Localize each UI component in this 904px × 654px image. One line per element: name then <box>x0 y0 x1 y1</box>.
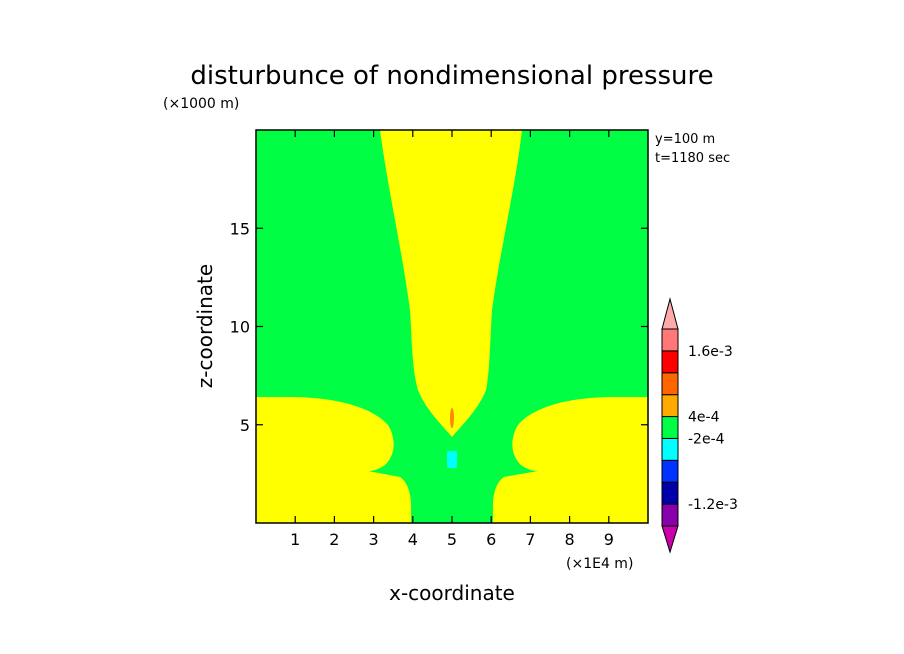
small-positive-spot <box>450 408 454 428</box>
x-unit-label: (×1E4 m) <box>566 556 633 572</box>
colorbar-swatch <box>661 350 679 374</box>
y-tick-label: 5 <box>240 416 250 435</box>
colorbar-label: 4e-4 <box>688 410 720 426</box>
plot-area <box>255 129 649 524</box>
x-axis: 1 2 3 4 5 6 7 8 9 <box>290 130 614 549</box>
colorbar-label: -1.2e-3 <box>688 497 738 513</box>
x-tick-label: 6 <box>486 530 496 549</box>
colorbar-arrow-top <box>661 297 679 330</box>
y-axis: 5 10 15 <box>230 219 648 435</box>
positive-plume-region <box>380 130 522 437</box>
x-axis-label: x-coordinate <box>389 581 515 605</box>
x-tick-label: 1 <box>290 530 300 549</box>
x-tick-label: 8 <box>565 530 575 549</box>
colorbar-arrow-bottom <box>661 525 679 554</box>
colorbar-label: 1.6e-3 <box>688 344 733 360</box>
x-tick-label: 3 <box>369 530 379 549</box>
colorbar: 1.6e-3 4e-4 -2e-4 -1.2e-3 <box>661 297 738 554</box>
colorbar-swatch <box>661 328 679 352</box>
positive-lobe-right <box>493 397 648 523</box>
x-tick-label: 5 <box>447 530 457 549</box>
x-tick-label: 4 <box>408 530 418 549</box>
y-tick-label: 10 <box>230 318 250 337</box>
colorbar-swatch <box>661 459 679 483</box>
x-tick-label: 7 <box>525 530 535 549</box>
colorbar-swatch <box>661 437 679 461</box>
colorbar-swatch <box>661 416 679 439</box>
x-tick-label: 2 <box>329 530 339 549</box>
colorbar-swatch <box>661 503 679 527</box>
y-unit-label: (×1000 m) <box>163 96 239 112</box>
y-tick-label: 15 <box>230 219 250 238</box>
info-y-label: y=100 m <box>655 132 715 147</box>
colorbar-swatch <box>661 481 679 505</box>
colorbar-swatch <box>661 394 679 418</box>
positive-lobe-left <box>256 397 411 523</box>
chart-title: disturbunce of nondimensional pressure <box>190 61 713 91</box>
colorbar-swatch <box>661 372 679 396</box>
y-axis-label: z-coordinate <box>193 264 217 388</box>
small-negative-spot <box>447 451 457 468</box>
colorbar-label: -2e-4 <box>688 431 725 447</box>
info-time-label: t=1180 sec <box>655 151 730 166</box>
x-tick-label: 9 <box>604 530 614 549</box>
